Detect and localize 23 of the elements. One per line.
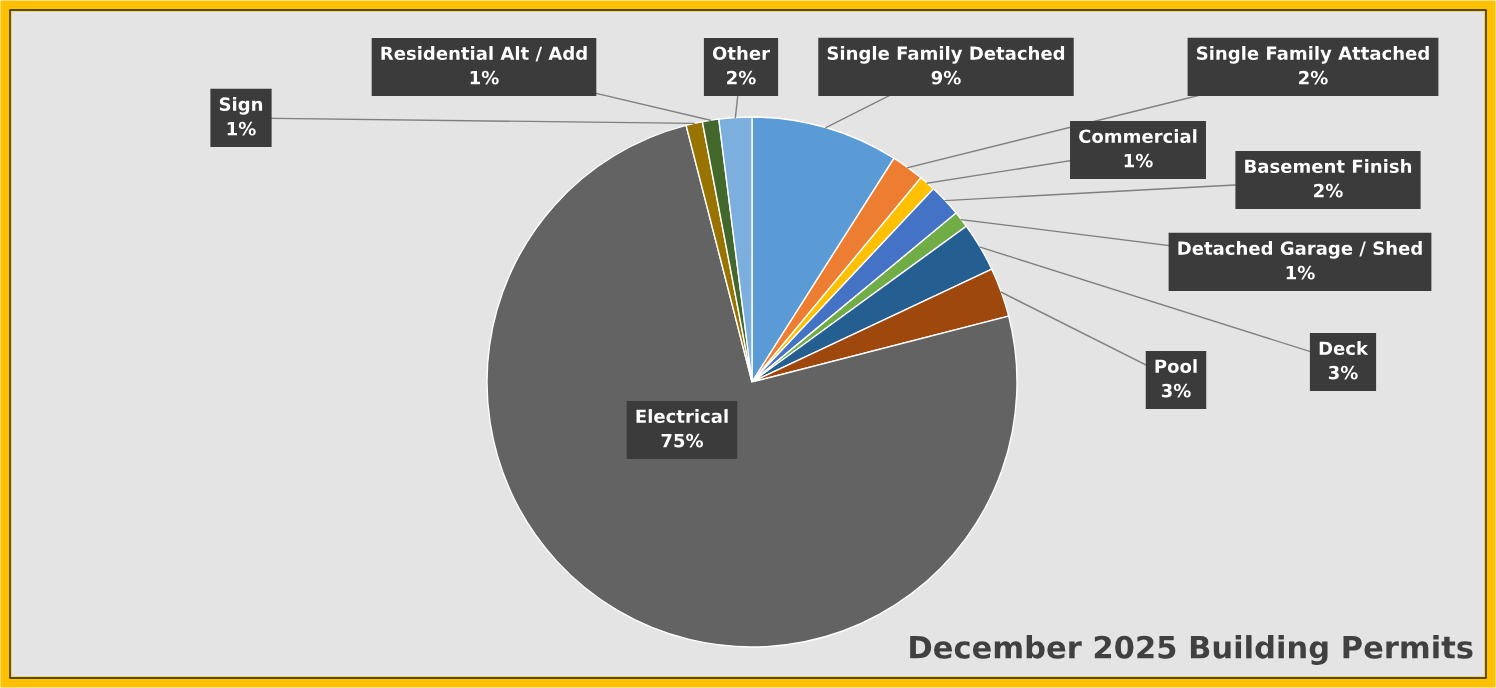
data-label: 1% [1286, 265, 1315, 280]
data-label: 3% [1161, 383, 1191, 398]
slice-label: Sign [219, 97, 263, 115]
text: December 2025 Building Permits [910, 635, 1473, 665]
slice-label: Single Family Attached [1197, 46, 1429, 64]
data-label: 2% [1299, 70, 1328, 85]
slice-label: Pool [1155, 359, 1197, 374]
slice-label: Residential Alt / Add [381, 46, 587, 62]
data-label: 1% [470, 70, 499, 85]
data-label: 2% [1314, 183, 1343, 198]
slice-label: Other [712, 46, 770, 61]
slice-label: Basement Finish [1245, 159, 1412, 174]
slice-label: Deck [1319, 341, 1369, 356]
data-label: 1% [227, 121, 256, 136]
slice-label: Detached Garage / Shed [1178, 241, 1422, 259]
data-label: 75% [661, 433, 704, 448]
data-label: 3% [1328, 365, 1358, 380]
slice-label: Commercial [1079, 129, 1197, 144]
data-label: 1% [1124, 153, 1153, 168]
slice-label: Single Family Detached [827, 46, 1065, 64]
slice-label: Electrical [636, 409, 728, 424]
data-label: 9% [931, 70, 961, 85]
data-label: 2% [727, 70, 756, 85]
